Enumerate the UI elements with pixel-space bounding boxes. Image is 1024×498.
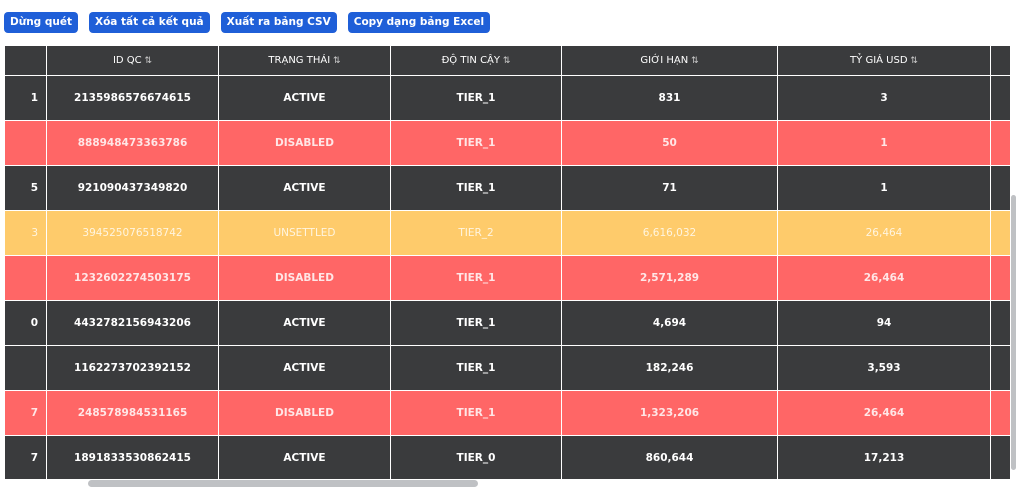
table-cell: 248578984531165 xyxy=(46,390,219,436)
toolbar: Dừng quét Xóa tất cả kết quả Xuất ra bảng … xyxy=(4,12,491,33)
table-cell: DISABLED xyxy=(218,255,391,301)
table-cell: 3 xyxy=(777,75,991,121)
button[interactable]: Copy dạng bảng Excel xyxy=(347,12,491,33)
table-cell: 860,644 xyxy=(561,435,778,479)
button[interactable]: Xuất ra bảng CSV xyxy=(220,12,337,33)
table-cell: 831 xyxy=(561,75,778,121)
column-header xyxy=(990,46,1010,76)
table-cell: 26,464 xyxy=(777,255,991,301)
table-cell: 71 xyxy=(561,165,778,211)
table-cell: 4,694 xyxy=(561,300,778,346)
table-cell: ACTIVE xyxy=(218,75,391,121)
table-cell: 0 xyxy=(4,300,47,346)
table-cell xyxy=(990,75,1010,121)
table-cell: 7 xyxy=(4,435,47,479)
table-cell: TIER_1 xyxy=(390,255,562,301)
table-cell xyxy=(990,435,1010,479)
table-cell: 50 xyxy=(561,120,778,166)
table-cell: TIER_1 xyxy=(390,345,562,391)
table-cell: TIER_1 xyxy=(390,390,562,436)
table-cell xyxy=(990,300,1010,346)
table-cell: 4432782156943206 xyxy=(46,300,219,346)
table-cell: 26,464 xyxy=(777,210,991,256)
column-header[interactable]: GIỚI HẠN xyxy=(561,46,778,76)
table-cell: ACTIVE xyxy=(218,435,391,479)
table-cell: 1232602274503175 xyxy=(46,255,219,301)
column-header xyxy=(4,46,47,76)
horizontal-scrollbar[interactable] xyxy=(88,480,478,487)
table-cell: TIER_1 xyxy=(390,120,562,166)
table-cell: 1 xyxy=(777,165,991,211)
table-cell: 921090437349820 xyxy=(46,165,219,211)
table-cell: TIER_2 xyxy=(390,210,562,256)
table-cell: 6,616,032 xyxy=(561,210,778,256)
table-row: 7 1891833530862415 ACTIVE TIER_0 860,644 17,2… xyxy=(4,435,1010,479)
table-row: 0 4432782156943206 ACTIVE TIER_1 4,694 94 xyxy=(4,300,1010,346)
table-cell xyxy=(4,345,47,391)
table-row: 1232602274503175 DISABLED TIER_1 2,571,289 2… xyxy=(4,255,1010,301)
table-cell: 3 xyxy=(4,210,47,256)
table-cell xyxy=(4,120,47,166)
table-cell: ACTIVE xyxy=(218,165,391,211)
table-cell: 3,593 xyxy=(777,345,991,391)
table-row: 7 248578984531165 DISABLED TIER_1 1,323,206 2… xyxy=(4,390,1010,436)
table-cell: UNSETTLED xyxy=(218,210,391,256)
button[interactable]: Xóa tất cả kết quả xyxy=(88,12,210,33)
column-header[interactable]: ĐỘ TIN CẬY xyxy=(390,46,562,76)
table-cell: 17,213 xyxy=(777,435,991,479)
table-cell: 1 xyxy=(4,75,47,121)
table-cell xyxy=(990,255,1010,301)
table-row: 5 921090437349820 ACTIVE TIER_1 71 1 xyxy=(4,165,1010,211)
table-cell xyxy=(4,255,47,301)
table-cell: 394525076518742 xyxy=(46,210,219,256)
header-row: ID QCTRẠNG THÁIĐỘ TIN CẬYGIỚI HẠNTỶ GIÁ … xyxy=(4,46,1010,76)
table-cell: TIER_0 xyxy=(390,435,562,479)
table-cell: DISABLED xyxy=(218,390,391,436)
vertical-scrollbar[interactable] xyxy=(1011,195,1016,470)
table-row: 3 394525076518742 UNSETTLED TIER_2 6,616,032… xyxy=(4,210,1010,256)
table-cell: TIER_1 xyxy=(390,165,562,211)
table-cell: 1 xyxy=(777,120,991,166)
table-cell xyxy=(990,390,1010,436)
table-cell xyxy=(990,210,1010,256)
results-table: ID QCTRẠNG THÁIĐỘ TIN CẬYGIỚI HẠNTỶ GIÁ … xyxy=(4,46,1010,479)
table-cell: 1891833530862415 xyxy=(46,435,219,479)
table-cell: ACTIVE xyxy=(218,300,391,346)
table-cell: 94 xyxy=(777,300,991,346)
table-cell: 1162273702392152 xyxy=(46,345,219,391)
table-cell: 182,246 xyxy=(561,345,778,391)
table-body: 1 2135986576674615 ACTIVE TIER_1 831 3 8889484… xyxy=(4,75,1010,479)
table-cell: TIER_1 xyxy=(390,75,562,121)
table-cell: 5 xyxy=(4,165,47,211)
table-row: 888948473363786 DISABLED TIER_1 50 1 xyxy=(4,120,1010,166)
table-cell: 7 xyxy=(4,390,47,436)
table-cell: 888948473363786 xyxy=(46,120,219,166)
table-cell: TIER_1 xyxy=(390,300,562,346)
table-row: 1162273702392152 ACTIVE TIER_1 182,246 3,593 xyxy=(4,345,1010,391)
table-container: ID QCTRẠNG THÁIĐỘ TIN CẬYGIỚI HẠNTỶ GIÁ … xyxy=(4,46,1010,479)
table-cell xyxy=(990,165,1010,211)
column-header[interactable]: TỶ GIÁ USD xyxy=(777,46,991,76)
table-cell: 1,323,206 xyxy=(561,390,778,436)
table-cell: 26,464 xyxy=(777,390,991,436)
table-cell xyxy=(990,345,1010,391)
table-cell xyxy=(990,120,1010,166)
table-cell: 2,571,289 xyxy=(561,255,778,301)
table-cell: 2135986576674615 xyxy=(46,75,219,121)
table-cell: ACTIVE xyxy=(218,345,391,391)
button[interactable]: Dừng quét xyxy=(4,12,78,33)
column-header[interactable]: ID QC xyxy=(46,46,219,76)
table-cell: DISABLED xyxy=(218,120,391,166)
table-row: 1 2135986576674615 ACTIVE TIER_1 831 3 xyxy=(4,75,1010,121)
column-header[interactable]: TRẠNG THÁI xyxy=(218,46,391,76)
